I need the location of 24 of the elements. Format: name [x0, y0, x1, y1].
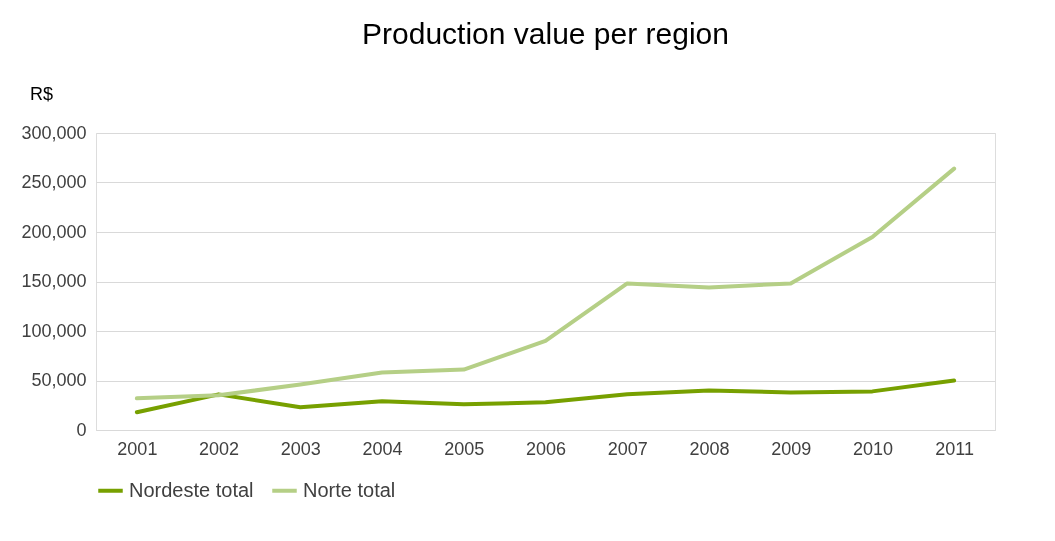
- legend-label: Nordeste total: [129, 478, 254, 501]
- chart-title: Production value per region: [362, 17, 729, 50]
- x-tick-label: 2009: [771, 438, 812, 459]
- x-tick-label: 2011: [935, 438, 974, 459]
- y-tick-label: 150,000: [21, 271, 87, 291]
- y-tick-label: 250,000: [21, 172, 87, 192]
- x-tick-label: 2005: [444, 438, 485, 459]
- y-tick-label: 100,000: [21, 320, 87, 341]
- x-tick-label: 2007: [607, 438, 648, 459]
- x-tick-label: 2008: [689, 438, 730, 459]
- y-tick-label: 0: [76, 419, 87, 440]
- y-tick-label: 50,000: [31, 370, 87, 390]
- y-axis-title: R$: [29, 83, 54, 104]
- x-tick-label: 2010: [852, 438, 893, 459]
- x-tick-label: 2004: [362, 438, 403, 459]
- x-tick-label: 2001: [117, 438, 158, 459]
- legend-label: Norte total: [303, 478, 396, 501]
- x-tick-label: 2003: [280, 438, 321, 459]
- x-tick-label: 2002: [199, 438, 240, 459]
- x-tick-label: 2006: [525, 438, 567, 459]
- y-tick-label: 300,000: [21, 122, 87, 143]
- line-series: [134, 378, 957, 415]
- y-tick-label: 200,000: [21, 221, 87, 242]
- line-series: [134, 166, 957, 401]
